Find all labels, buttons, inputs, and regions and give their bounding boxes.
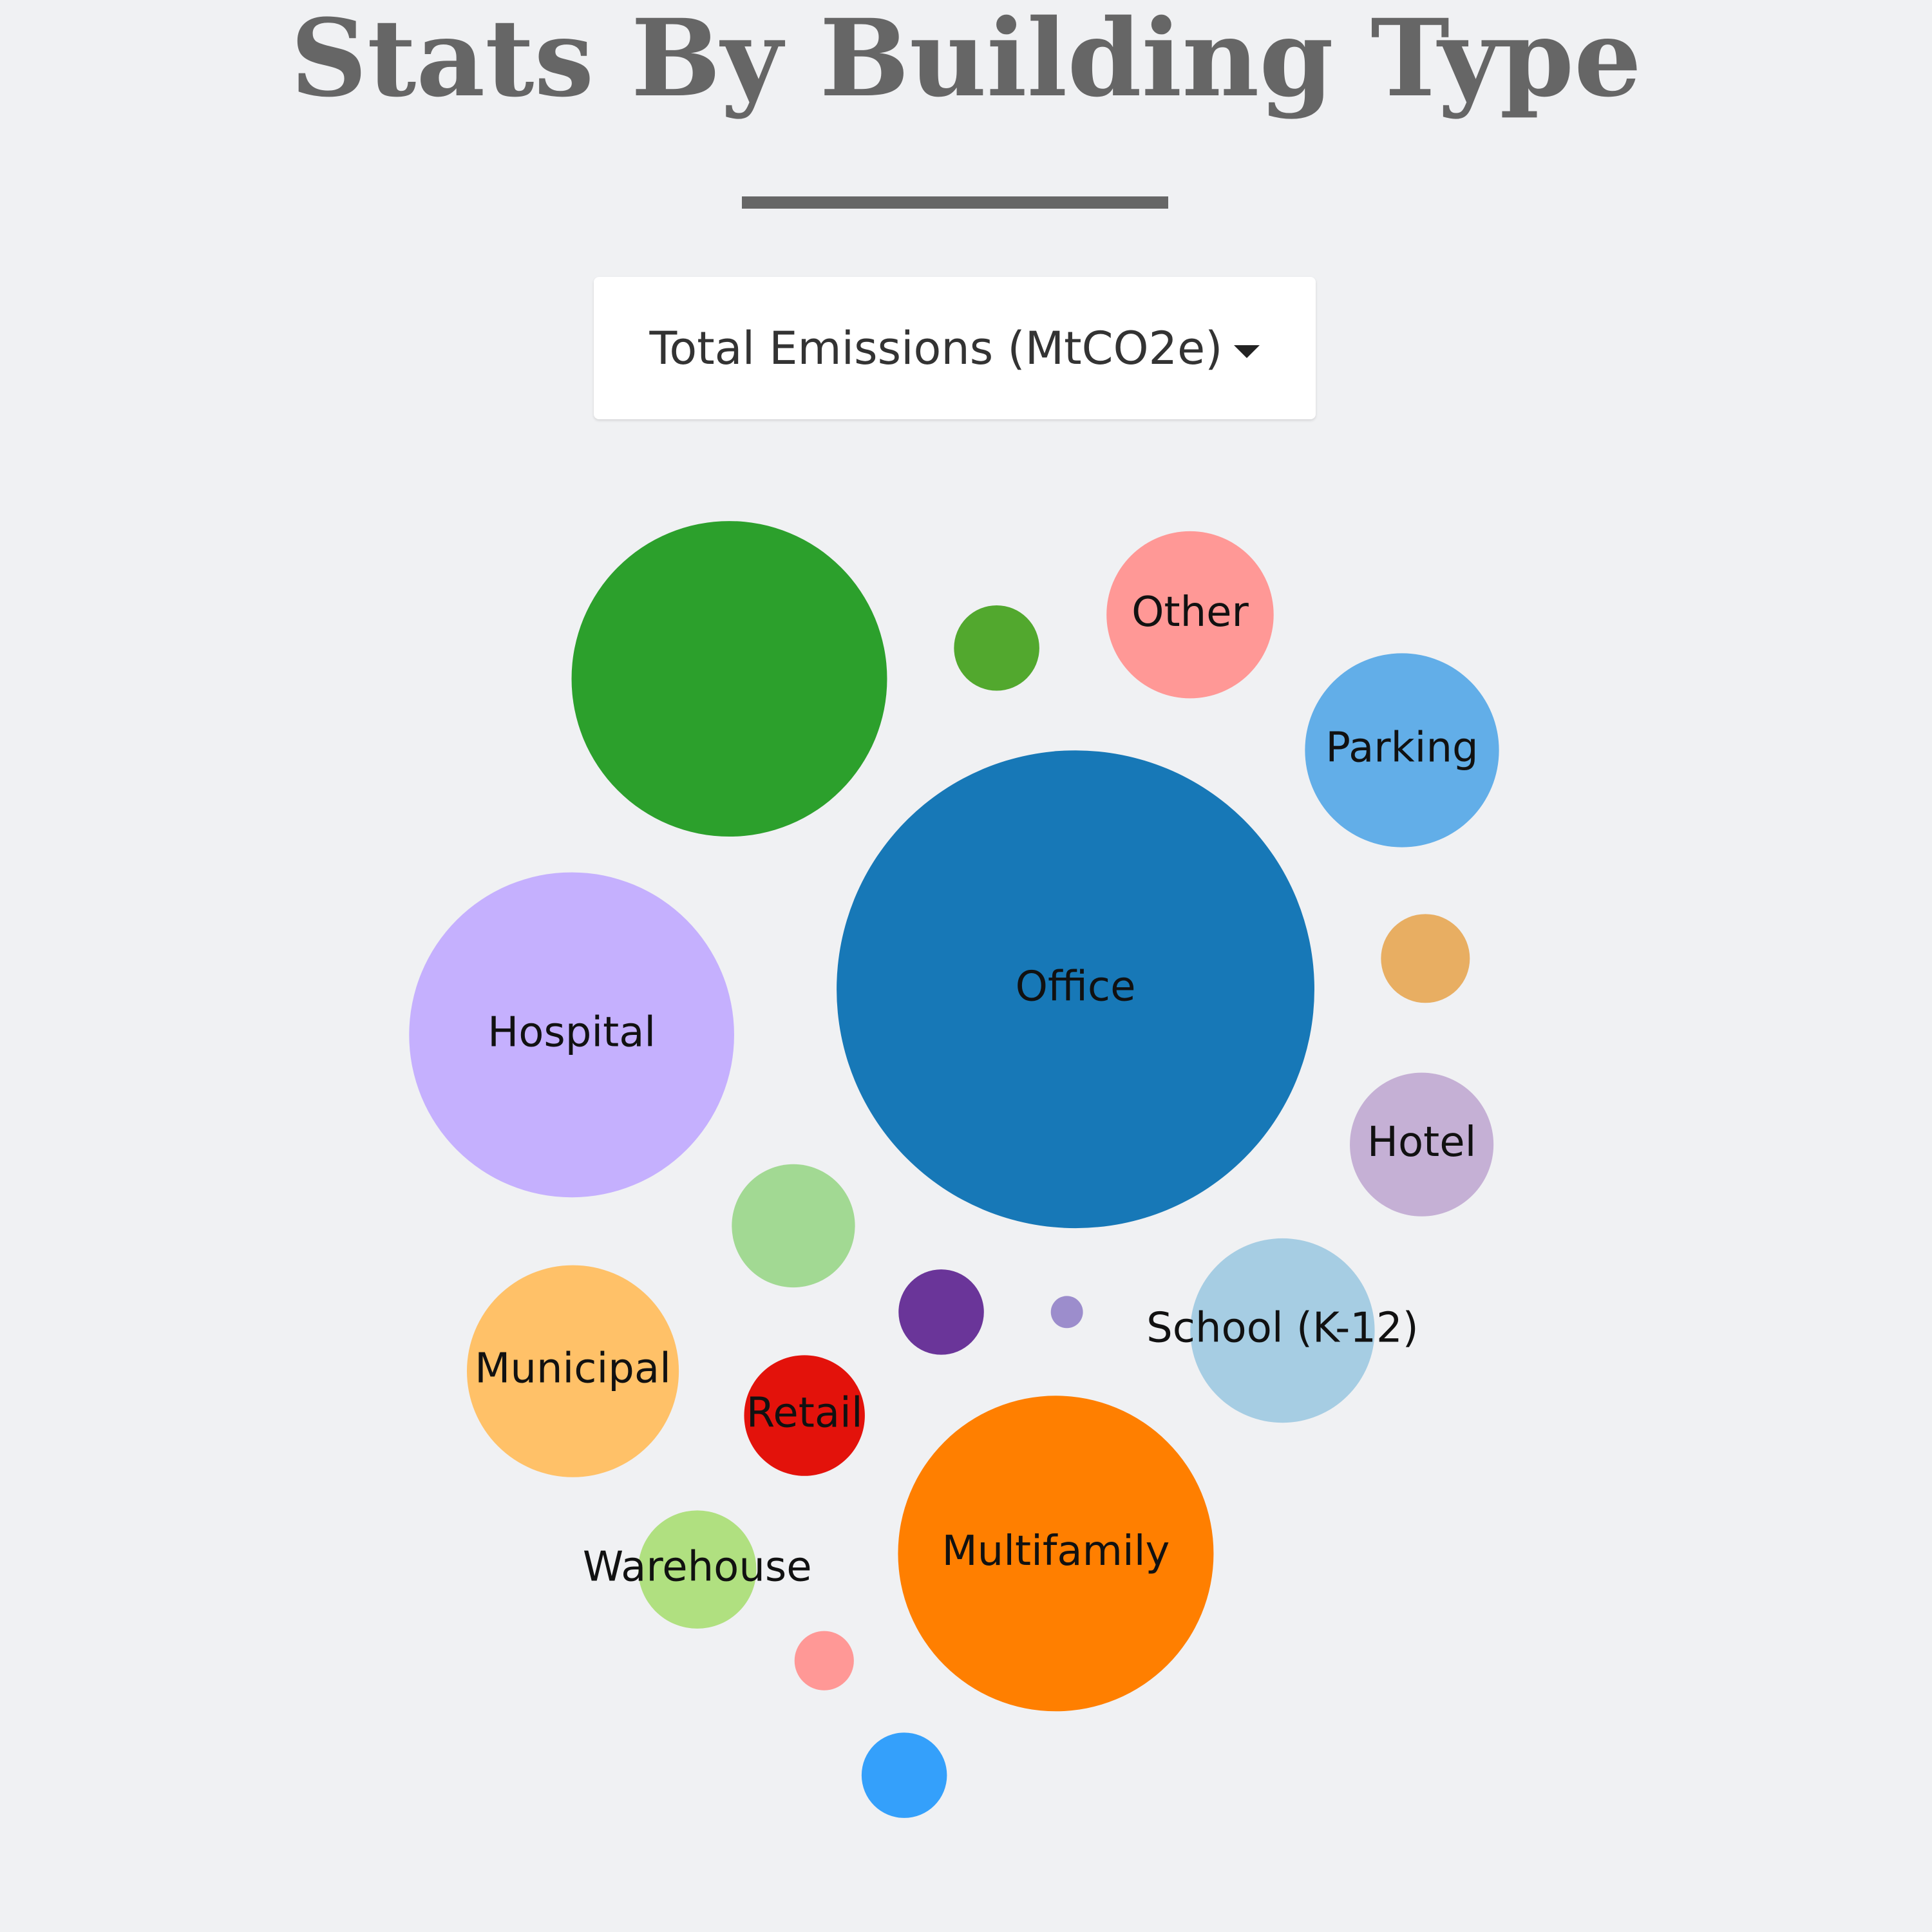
bubble [837, 750, 1314, 1229]
bubble-label: Retail [746, 1390, 863, 1437]
bubble-label: Multifamily [942, 1528, 1170, 1575]
bubble-label: Warehouse [583, 1544, 812, 1591]
bubble [954, 605, 1039, 691]
bubble [571, 521, 887, 837]
bubble [744, 1355, 865, 1476]
bubble [898, 1396, 1214, 1712]
title-rule [742, 196, 1168, 209]
bubble [1305, 653, 1499, 848]
bubble-label: Parking [1325, 724, 1478, 772]
bubble [732, 1164, 855, 1288]
bubble-label: Municipal [475, 1345, 671, 1393]
bubble-label: Hotel [1367, 1119, 1477, 1166]
bubble [409, 872, 734, 1198]
bubble-label: Other [1132, 589, 1249, 636]
bubble [638, 1510, 757, 1629]
bubble [794, 1631, 854, 1690]
bubble [861, 1732, 947, 1818]
bubble-label: Office [1016, 963, 1136, 1011]
dropdown-caret[interactable] [1234, 345, 1260, 358]
bubble [1350, 1072, 1494, 1217]
bubble [1190, 1238, 1375, 1423]
bubble-label: Hospital [488, 1009, 656, 1056]
metric-dropdown[interactable]: Total Emissions (MtCO2e) [594, 277, 1316, 419]
bubble [466, 1265, 679, 1477]
bubble-label: School (K-12) [1146, 1305, 1419, 1352]
bubble [1381, 914, 1470, 1003]
bubble [1106, 531, 1274, 699]
dropdown-label[interactable]: Total Emissions (MtCO2e) [649, 321, 1223, 375]
bubble [1050, 1296, 1083, 1329]
page-title: Stats By Building Type [290, 0, 1642, 120]
bubble [898, 1269, 984, 1355]
